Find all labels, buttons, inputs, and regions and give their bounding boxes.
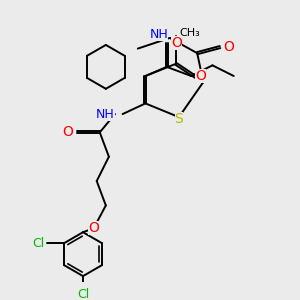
Text: O: O (195, 69, 206, 83)
Text: NH: NH (149, 28, 168, 41)
Text: O: O (88, 221, 99, 235)
Text: S: S (175, 112, 183, 126)
Text: Cl: Cl (32, 237, 44, 250)
Text: O: O (171, 35, 182, 50)
Text: CH₃: CH₃ (179, 28, 200, 38)
Text: Cl: Cl (77, 288, 89, 300)
Text: O: O (224, 40, 235, 54)
Text: NH: NH (96, 108, 115, 121)
Text: O: O (62, 125, 73, 139)
